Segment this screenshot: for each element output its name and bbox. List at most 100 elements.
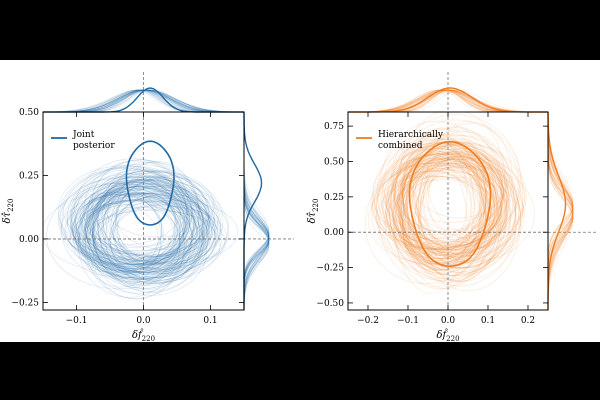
sample-contour: [93, 180, 185, 287]
x-axis-label: δf̂220: [132, 329, 155, 342]
y-tick-label: 0.00: [324, 228, 344, 238]
marginal-sample: [547, 112, 574, 310]
y-axis-label: δτ̂220: [2, 199, 15, 224]
sample-contour: [371, 142, 503, 256]
sample-contour: [58, 167, 187, 272]
sample-contour: [402, 137, 499, 272]
sample-contour: [70, 193, 196, 259]
sample-contour: [83, 172, 186, 274]
legend-label-line2: posterior: [73, 141, 115, 151]
sample-contour: [86, 175, 200, 265]
sample-contour: [402, 145, 504, 247]
sample-contour: [93, 192, 178, 265]
sample-contour: [392, 139, 498, 271]
sample-contour: [385, 170, 477, 255]
sample-contour: [91, 159, 189, 247]
sample-contour: [418, 156, 502, 282]
sample-contour: [92, 193, 198, 273]
sample-contour: [417, 158, 495, 258]
sample-contour: [60, 194, 194, 261]
sample-contour: [414, 166, 535, 262]
sample-contour: [110, 192, 196, 258]
sample-contour: [72, 189, 212, 273]
figure-svg: −0.1 0.0 0.1−0.250.000.250.50δf̂220δτ̂220J…: [2, 72, 598, 343]
sample-contour: [398, 172, 509, 254]
sample-contour: [402, 142, 527, 250]
marginal-sample: [547, 112, 574, 310]
y-tick-label: 0.75: [324, 122, 344, 132]
sample-contour: [403, 143, 509, 243]
sample-contour: [391, 152, 523, 269]
sample-contour: [415, 157, 502, 246]
sample-contour: [392, 163, 508, 257]
sample-contour: [103, 171, 215, 238]
sample-contour: [390, 153, 493, 252]
y-tick-label: 0.25: [324, 193, 344, 203]
panel-2: −0.2 −0.1 0.0 0.1 0.2 −0.50 −0.25 0.00 0.25 0.50 0…: [307, 72, 598, 343]
sample-contour: [85, 199, 181, 265]
sample-contour: [396, 157, 520, 262]
sample-contour: [389, 145, 507, 282]
sample-contour: [84, 199, 181, 262]
sample-contour: [76, 199, 200, 274]
sample-contour: [88, 185, 208, 257]
sample-contour: [390, 145, 510, 256]
marginal-sample: [547, 112, 574, 310]
sample-contour: [399, 160, 494, 256]
sample-contour: [395, 151, 521, 236]
y-tick-label: 0.00: [19, 235, 39, 245]
sample-contour: [84, 185, 202, 266]
sample-contour: [403, 159, 507, 276]
sample-contour: [419, 156, 499, 273]
x-axis-label-sub: 220: [446, 335, 459, 342]
sample-contour: [401, 158, 516, 270]
sample-contour: [402, 127, 508, 259]
sample-contour: [114, 193, 221, 263]
sample-contour: [77, 210, 226, 273]
marginal-sample: [547, 112, 574, 310]
sample-contour: [79, 182, 201, 280]
sample-contour: [61, 182, 163, 277]
sample-contour: [394, 129, 487, 260]
sample-contour: [81, 170, 216, 282]
sample-contour: [70, 176, 190, 267]
sample-contour: [77, 193, 207, 275]
sample-contour: [423, 141, 498, 255]
x-tick-label: 0.1: [203, 316, 217, 326]
posterior-samples: [43, 158, 239, 300]
sample-contour: [419, 123, 524, 264]
sample-contour: [377, 153, 507, 245]
sample-contour: [85, 169, 191, 280]
marginal-sample: [547, 112, 574, 310]
sample-contour: [389, 142, 492, 280]
sample-contour: [402, 127, 487, 260]
sample-contour: [102, 161, 188, 269]
y-axis-label-sub: 220: [312, 199, 320, 212]
sample-contour: [402, 159, 517, 287]
x-axis-label-sub: 220: [142, 335, 155, 342]
sample-contour: [417, 148, 506, 258]
sample-contour: [401, 175, 501, 280]
sample-contour: [402, 149, 481, 252]
sample-contour: [92, 178, 207, 285]
sample-contour: [103, 188, 190, 259]
sample-contour: [93, 181, 201, 290]
sample-contour: [83, 193, 216, 273]
sample-contour: [92, 178, 219, 259]
sample-contour: [92, 185, 204, 256]
sample-contour: [65, 193, 187, 267]
sample-contour: [422, 148, 508, 257]
sample-contour: [79, 186, 189, 255]
sample-contour: [371, 162, 492, 265]
sample-contour: [402, 159, 485, 268]
sample-contour: [66, 181, 193, 252]
sample-contour: [407, 163, 492, 256]
sample-contour: [43, 192, 189, 273]
panel-1: −0.1 0.0 0.1−0.250.000.250.50δf̂220δτ̂220J…: [2, 72, 294, 343]
marginal-sample: [547, 112, 574, 310]
sample-contour: [372, 164, 503, 250]
sample-contour: [72, 193, 163, 265]
sample-contour: [409, 135, 510, 219]
credible-contour: [125, 140, 175, 226]
sample-contour: [426, 158, 525, 240]
